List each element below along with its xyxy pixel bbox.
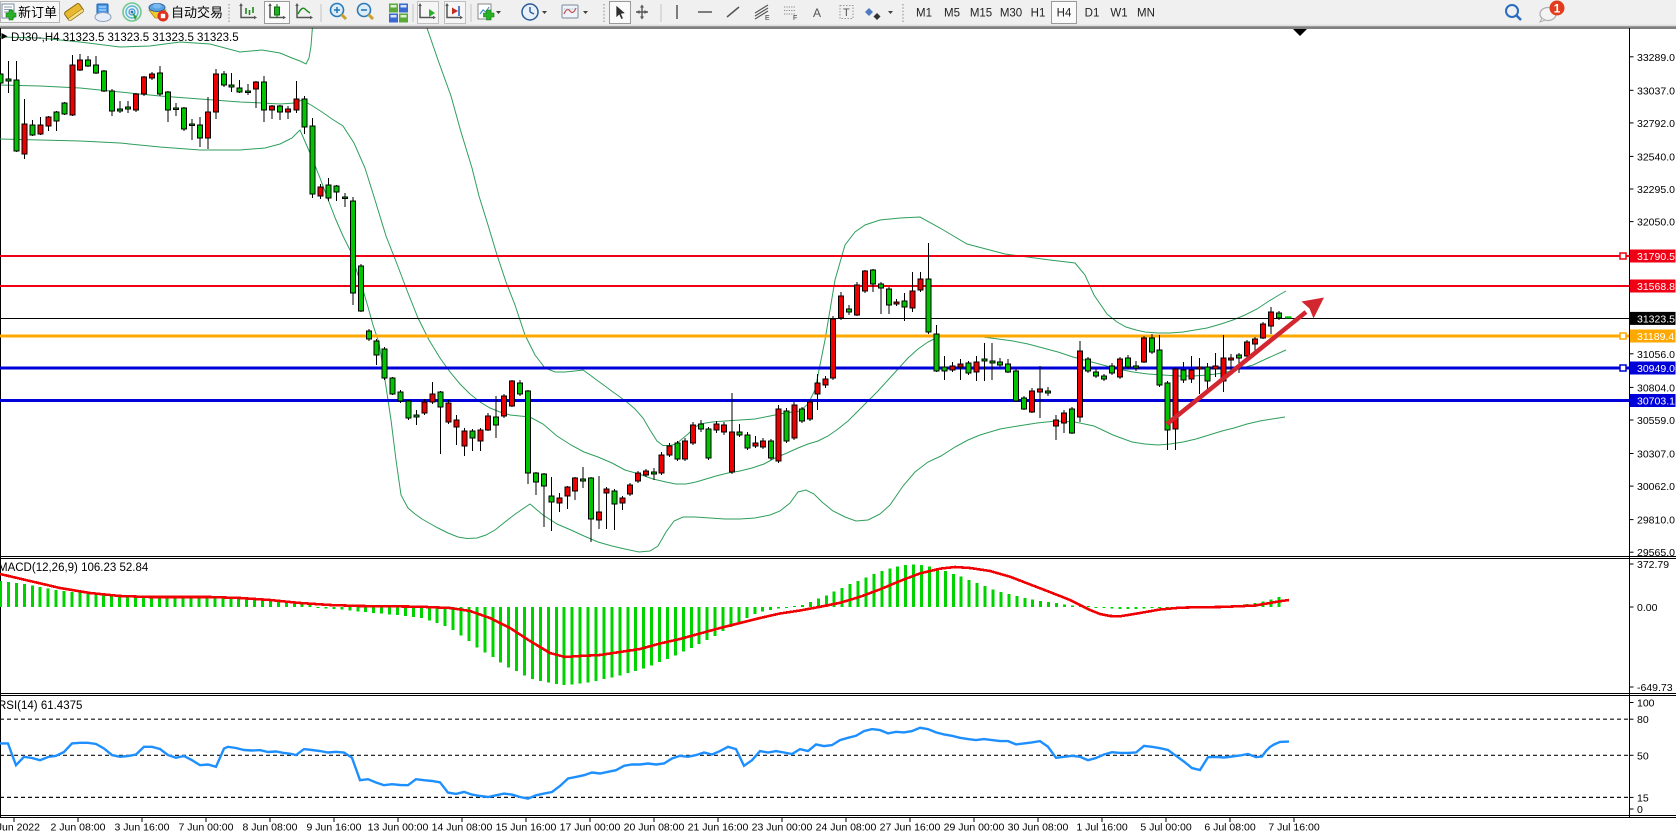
svg-text:33289.0: 33289.0: [1637, 52, 1675, 64]
svg-text:7 Jul 16:00: 7 Jul 16:00: [1268, 822, 1320, 834]
svg-text:新订单: 新订单: [18, 5, 57, 20]
svg-text:H4: H4: [1057, 8, 1072, 20]
svg-text:0.00: 0.00: [1637, 602, 1658, 614]
svg-text:15 Jun 16:00: 15 Jun 16:00: [496, 822, 557, 834]
svg-text:7 Jun 00:00: 7 Jun 00:00: [179, 822, 234, 834]
svg-text:D1: D1: [1085, 8, 1100, 20]
svg-text:23 Jun 00:00: 23 Jun 00:00: [752, 822, 813, 834]
svg-text:32050.0: 32050.0: [1637, 217, 1675, 229]
svg-text:30949.0: 30949.0: [1637, 363, 1675, 375]
svg-text:H1: H1: [1031, 8, 1046, 20]
svg-text:100: 100: [1637, 698, 1655, 710]
svg-text:24 Jun 08:00: 24 Jun 08:00: [816, 822, 877, 834]
svg-text:T: T: [843, 7, 850, 19]
svg-text:32295.0: 32295.0: [1637, 184, 1675, 196]
svg-text:RSI(14) 61.4375: RSI(14) 61.4375: [0, 700, 82, 712]
svg-text:MACD(12,26,9) 106.23 52.84: MACD(12,26,9) 106.23 52.84: [0, 562, 149, 574]
svg-text:15: 15: [1637, 792, 1649, 804]
svg-text:32540.0: 32540.0: [1637, 151, 1675, 163]
svg-text:30307.0: 30307.0: [1637, 449, 1675, 461]
svg-text:50: 50: [1637, 750, 1649, 762]
svg-text:21 Jun 16:00: 21 Jun 16:00: [688, 822, 749, 834]
svg-text:F: F: [793, 15, 797, 22]
svg-text:31790.5: 31790.5: [1637, 251, 1675, 263]
svg-text:32792.0: 32792.0: [1637, 118, 1675, 130]
svg-text:29 Jun 00:00: 29 Jun 00:00: [944, 822, 1005, 834]
svg-text:13 Jun 00:00: 13 Jun 00:00: [368, 822, 429, 834]
svg-text:DJ30-,H4 31323.5 31323.5 3132: DJ30-,H4 31323.5 31323.5 31323.5 31323.5: [11, 32, 239, 44]
svg-text:A: A: [813, 6, 821, 20]
svg-text:33037.0: 33037.0: [1637, 85, 1675, 97]
svg-text:29810.0: 29810.0: [1637, 515, 1675, 527]
svg-text:20 Jun 08:00: 20 Jun 08:00: [624, 822, 685, 834]
svg-text:M15: M15: [970, 8, 992, 20]
svg-text:8 Jun 08:00: 8 Jun 08:00: [243, 822, 298, 834]
svg-text:6 Jul 08:00: 6 Jul 08:00: [1204, 822, 1256, 834]
svg-text:M5: M5: [944, 8, 960, 20]
svg-text:14 Jun 08:00: 14 Jun 08:00: [432, 822, 493, 834]
svg-text:27 Jun 16:00: 27 Jun 16:00: [880, 822, 941, 834]
svg-text:30 Jun 08:00: 30 Jun 08:00: [1008, 822, 1069, 834]
svg-text:31189.4: 31189.4: [1637, 331, 1674, 343]
svg-text:自动交易: 自动交易: [171, 5, 223, 20]
svg-text:31056.0: 31056.0: [1637, 349, 1675, 361]
svg-text:W1: W1: [1110, 8, 1127, 20]
svg-text:372.79: 372.79: [1637, 559, 1669, 571]
svg-text:E: E: [765, 15, 770, 22]
svg-text:MN: MN: [1137, 8, 1155, 20]
svg-text:M30: M30: [1000, 8, 1022, 20]
svg-text:5 Jul 00:00: 5 Jul 00:00: [1140, 822, 1192, 834]
svg-text:30559.0: 30559.0: [1637, 415, 1675, 427]
svg-text:2 Jun 08:00: 2 Jun 08:00: [51, 822, 106, 834]
svg-text:30804.0: 30804.0: [1637, 382, 1675, 394]
svg-text:31323.5: 31323.5: [1637, 313, 1675, 325]
svg-text:80: 80: [1637, 714, 1649, 726]
svg-text:M1: M1: [916, 8, 932, 20]
svg-text:29565.0: 29565.0: [1637, 547, 1675, 559]
svg-text:9 Jun 16:00: 9 Jun 16:00: [307, 822, 362, 834]
svg-text:1 Jun 2022: 1 Jun 2022: [0, 822, 40, 834]
svg-text:31568.8: 31568.8: [1637, 281, 1675, 293]
svg-text:-649.73: -649.73: [1637, 682, 1673, 694]
svg-text:30062.0: 30062.0: [1637, 481, 1675, 493]
svg-text:30703.1: 30703.1: [1637, 396, 1675, 408]
svg-text:0: 0: [1637, 804, 1643, 816]
svg-text:17 Jun 00:00: 17 Jun 00:00: [560, 822, 621, 834]
svg-text:1 Jul 16:00: 1 Jul 16:00: [1076, 822, 1128, 834]
svg-text:3 Jun 16:00: 3 Jun 16:00: [115, 822, 170, 834]
svg-text:1: 1: [1554, 2, 1561, 16]
